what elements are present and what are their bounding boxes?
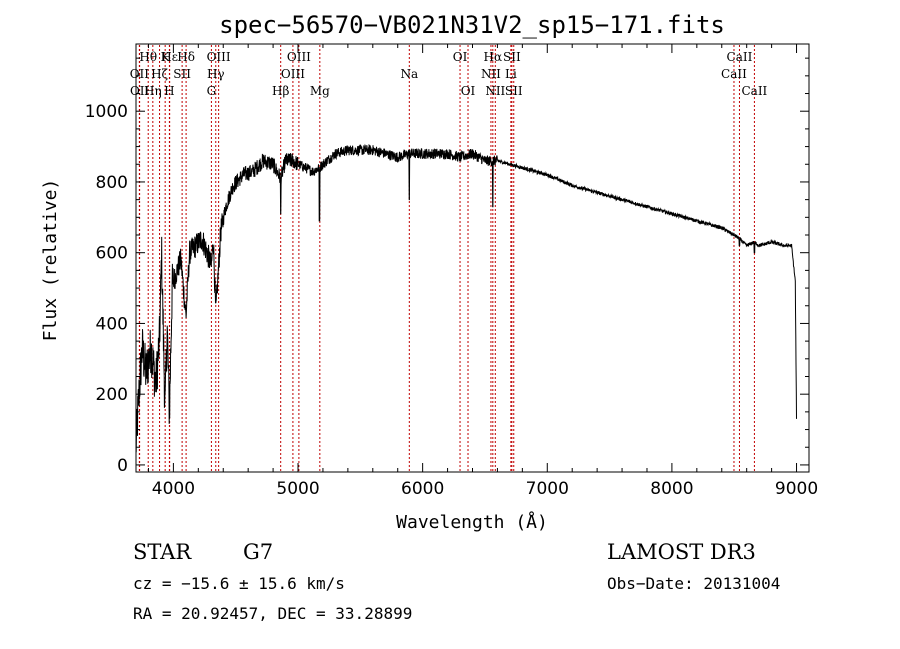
x-tick-label: 5000 <box>276 479 319 499</box>
emission-line-label: Hθ <box>139 50 157 64</box>
emission-line-label: Hη <box>144 84 162 98</box>
emission-line-label: SII <box>503 50 521 64</box>
redshift-value: cz = −15.6 ± 15.6 km/s <box>133 574 345 593</box>
x-tick-label: 9000 <box>775 479 818 499</box>
x-axis-ticks: 4000 5000 6000 7000 8000 9000 <box>147 44 818 499</box>
emission-line-label: OIII <box>281 67 305 81</box>
x-axis-label: Wavelength (Å) <box>396 511 548 533</box>
emission-line-label: Mg <box>310 84 330 98</box>
x-tick-label: 7000 <box>526 479 569 499</box>
emission-line-label: Hζ <box>151 67 168 81</box>
emission-line-label: Hβ <box>272 84 289 98</box>
y-axis-label: Flux (relative) <box>40 179 61 342</box>
y-tick-label: 800 <box>96 173 128 193</box>
y-tick-label: 400 <box>96 314 128 334</box>
emission-line-label: H <box>164 84 174 98</box>
emission-line-label: K <box>161 50 171 64</box>
emission-line-label: NII <box>485 84 505 98</box>
x-tick-label: 6000 <box>401 479 444 499</box>
emission-line-label: CaII <box>727 50 753 64</box>
emission-line-label: OI <box>453 50 468 64</box>
emission-line-label: Hγ <box>207 67 225 81</box>
object-class: STAR <box>133 540 192 564</box>
observation-date: Obs−Date: 20131004 <box>607 574 780 593</box>
spectrum-line <box>135 143 797 453</box>
emission-line-label: OI <box>461 84 476 98</box>
emission-line-label: Hα <box>484 50 503 64</box>
emission-line-label: SII <box>505 84 523 98</box>
x-tick-label: 8000 <box>650 479 693 499</box>
emission-line-label: Li <box>505 67 517 81</box>
coordinates: RA = 20.92457, DEC = 33.28899 <box>133 604 412 623</box>
emission-line-label: OII <box>130 84 150 98</box>
y-tick-label: 0 <box>117 456 128 476</box>
emission-line-label: OIII <box>287 50 311 64</box>
y-tick-label: 1000 <box>85 102 128 122</box>
emission-line-label: Na <box>400 67 418 81</box>
emission-line-label: Hε <box>161 50 178 64</box>
emission-line-label: NII <box>481 67 501 81</box>
x-tick-label: 4000 <box>152 479 195 499</box>
plot-frame <box>135 43 810 473</box>
emission-line-markers <box>138 45 755 471</box>
y-axis-ticks: 0 200 400 600 800 1000 <box>85 57 809 476</box>
survey-name: LAMOST DR3 <box>607 540 756 564</box>
y-tick-label: 200 <box>96 385 128 405</box>
emission-line-label: CaII <box>741 84 767 98</box>
emission-line-label: G <box>207 84 217 98</box>
emission-line-label: Hδ <box>177 50 195 64</box>
emission-line-label: CaII <box>721 67 747 81</box>
spectral-subclass: G7 <box>243 540 273 564</box>
emission-line-label: OII <box>130 67 150 81</box>
emission-line-label: OIII <box>207 50 231 64</box>
emission-line-label: SII <box>173 67 191 81</box>
y-tick-label: 600 <box>96 244 128 264</box>
chart-title: spec−56570−VB021N31V2_sp15−171.fits <box>219 11 725 39</box>
